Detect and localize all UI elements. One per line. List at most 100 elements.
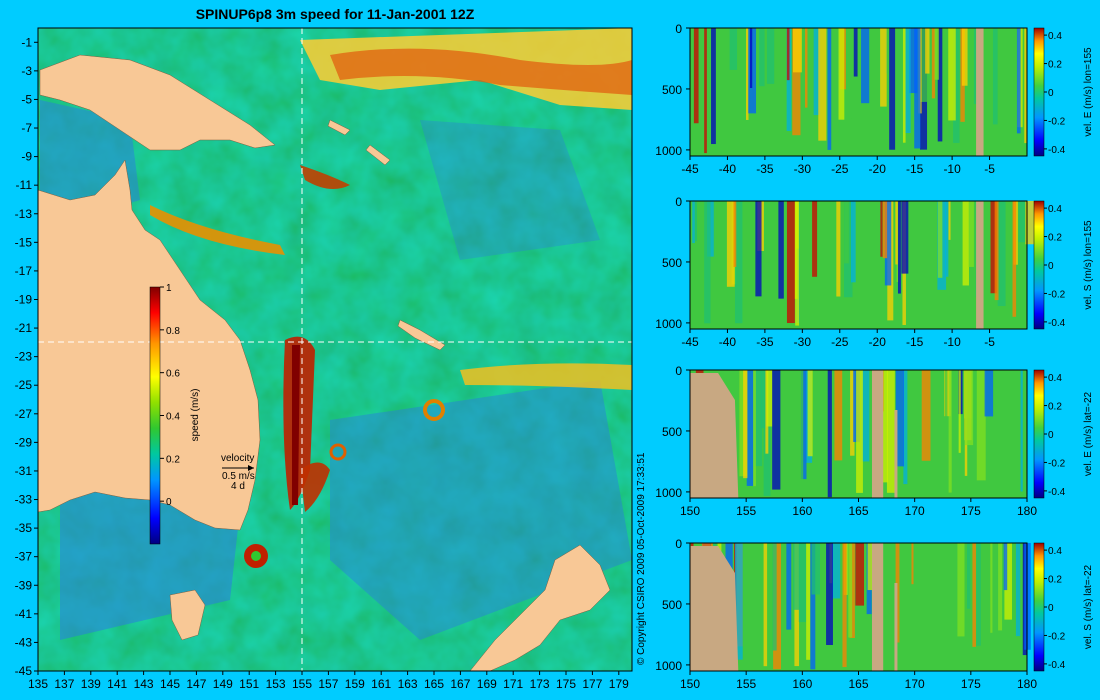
section-structure (1011, 28, 1017, 94)
section-structure (694, 201, 697, 242)
section-structure (831, 543, 841, 599)
map-y-tick-label: -45 (15, 664, 33, 678)
section-structure (759, 28, 765, 87)
section-structure (772, 370, 781, 490)
section-structure (953, 28, 960, 143)
section-structure (937, 28, 943, 142)
section-frame (689, 27, 1028, 157)
section-structure (844, 201, 849, 264)
section-colorbar-tick-label: -0.2 (1048, 631, 1066, 642)
section-colorbar-tick-label: 0 (1048, 88, 1054, 99)
section-colorbar-tick-label: 0.4 (1048, 31, 1062, 42)
section-colorbar-label: vel. E (m/s) lat=-22 (1083, 391, 1094, 476)
map-x-tick-label: 177 (582, 677, 602, 691)
section-panel-1: -45 -40 -35 -30 -25 -20 -15 -10 -5 0 500 1000 0.4 0.2… (655, 22, 1094, 176)
map-y-tick-label: -19 (15, 292, 33, 306)
map-y-tick-label: -35 (15, 521, 33, 535)
map-y-tick-label: -39 (15, 578, 33, 592)
section-colorbar-tick-label: -0.4 (1048, 145, 1066, 156)
section-structure (1020, 370, 1023, 492)
section-y-tick-label: 500 (662, 598, 682, 612)
section-structure (957, 543, 965, 637)
section-structure (786, 543, 792, 630)
section-x-tick-label: -5 (984, 335, 995, 349)
section-x-tick-label: 160 (792, 504, 812, 518)
section-y-tick-label: 500 (662, 256, 682, 270)
section-x-tick-label: -5 (984, 162, 995, 176)
section-structure (749, 28, 753, 89)
section-structure (914, 28, 921, 149)
section-x-tick-label: -25 (831, 162, 849, 176)
section-structure (861, 28, 870, 104)
section-y-tick-label: 0 (675, 537, 682, 551)
section-structure (948, 28, 956, 121)
map-y-tick-label: -31 (15, 464, 33, 478)
section-y-tick-label: 0 (675, 364, 682, 378)
map-fast-region (300, 462, 330, 512)
speed-colorbar-tick-label: 0 (166, 497, 172, 508)
section-structure (763, 543, 768, 667)
section-structure (911, 543, 914, 585)
section-structure (848, 543, 853, 638)
map-y-tick-label: -13 (15, 207, 33, 221)
section-x-tick-label: -35 (756, 335, 774, 349)
section-structure (704, 201, 711, 324)
section-x-tick-label: -20 (869, 162, 887, 176)
section-structure (895, 201, 898, 265)
section-structure (827, 28, 832, 150)
section-x-tick-label: -20 (869, 335, 887, 349)
speed-colorbar-ticks: 0 0.2 0.4 0.6 0.8 1 (160, 283, 180, 508)
map-y-tick-label: -17 (15, 264, 33, 278)
section-panel-4: 150 155 160 165 170 175 180 0 500 1000 0.4 0.2 0 -0.2… (655, 537, 1094, 691)
land-australia (37, 159, 261, 531)
section-y-tick-label: 500 (662, 425, 682, 439)
section-structure (853, 28, 858, 77)
section-colorbar (1033, 542, 1045, 672)
copyright-note: © Copyright CSIRO 2009 05-Oct-2009 17:33… (636, 452, 647, 665)
section-structure (897, 201, 901, 294)
map-x-tick-label: 159 (345, 677, 365, 691)
section-structure (792, 543, 800, 610)
map-x-tick-label: 169 (477, 677, 497, 691)
section-land (894, 583, 898, 671)
section-x-tick-label: 160 (792, 677, 812, 691)
section-panel-2: -45 -40 -35 -30 -25 -20 -15 -10 -5 0 500 1000 0.4 0.2… (655, 195, 1094, 349)
section-structure (753, 370, 763, 467)
section-colorbar-tick-label: -0.2 (1048, 116, 1066, 127)
section-structure (964, 370, 974, 446)
section-structure (778, 201, 784, 299)
section-structure (1004, 543, 1012, 620)
section-structure (755, 201, 762, 297)
map-slow-region (420, 120, 600, 260)
map-y-tick-label: -9 (21, 150, 32, 164)
section-land (976, 201, 984, 329)
section-structure (850, 201, 856, 283)
section-y-tick-label: 1000 (655, 144, 682, 158)
section-colorbar (1033, 200, 1045, 330)
speed-colorbar (149, 286, 161, 545)
map-y-axis: -1 -3 -5 -7 -9 -11 -13 -15 -17 -19 -21 -23 -25 -27 -29… (15, 35, 38, 678)
section-structure (766, 370, 773, 427)
section-structure (838, 28, 845, 120)
section-colorbar-tick-label: 0.4 (1048, 373, 1062, 384)
section-colorbar-tick-label: -0.2 (1048, 289, 1066, 300)
section-structure (882, 201, 888, 259)
section-structure (792, 28, 801, 136)
section-structure (861, 370, 870, 462)
map-x-tick-label: 151 (239, 677, 259, 691)
section-structure (726, 201, 735, 287)
map-fast-region (292, 345, 300, 505)
section-colorbar-tick-label: 0 (1048, 261, 1054, 272)
map-fast-region (150, 205, 285, 255)
map-x-tick-label: 141 (107, 677, 127, 691)
section-structure (944, 201, 949, 277)
section-structure (958, 370, 961, 453)
section-x-tick-label: -15 (906, 162, 924, 176)
section-structure (962, 201, 969, 286)
map-y-tick-label: -23 (15, 350, 33, 364)
section-structure (811, 543, 820, 595)
velocity-key-label: velocity (221, 453, 254, 464)
section-structure (766, 28, 775, 84)
section-y-tick-label: 500 (662, 83, 682, 97)
